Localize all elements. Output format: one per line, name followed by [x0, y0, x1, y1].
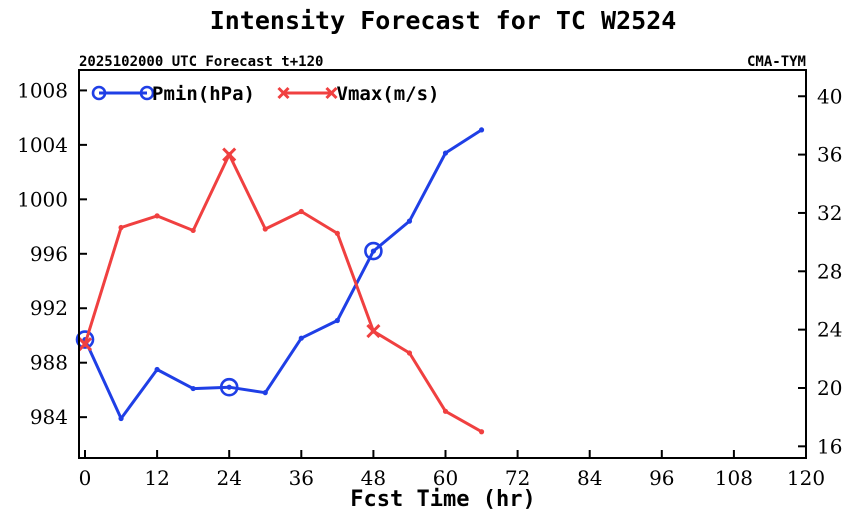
pmin-hpa-point-60: [442, 150, 449, 156]
y-right-tick-label-40: 40: [817, 84, 842, 108]
vmax-m-s-point-18: [190, 227, 196, 234]
x-tick-label-108: 108: [715, 466, 753, 490]
legend-vmax-m-s-marker-0: [277, 86, 290, 100]
y-left-tick-label-988: 988: [30, 351, 68, 375]
vmax-m-s-marker-48: [366, 324, 381, 339]
pmin-hpa-line: [83, 128, 483, 420]
y-left-tick-label-1000: 1000: [17, 187, 68, 211]
x-tick-label-48: 48: [361, 466, 386, 490]
x-tick-label-60: 60: [433, 466, 458, 490]
pmin-hpa-point-36: [298, 335, 304, 341]
legend-pmin-hpa-marker-0: [91, 85, 107, 101]
pmin-hpa-point-6: [118, 415, 124, 422]
legend-vmax-m-s-label: Vmax(m/s): [337, 83, 440, 105]
chart-subtitle-right: CMA-TYM: [747, 54, 806, 70]
vmax-m-s-point-54: [406, 350, 413, 356]
legend-pmin-hpa-label: Pmin(hPa): [152, 83, 255, 105]
x-tick-label-84: 84: [577, 466, 602, 490]
legend-vmax-m-s-marker-1: [325, 86, 338, 100]
x-tick-label-120: 120: [787, 466, 825, 490]
legend: Pmin(hPa) Vmax(m/s): [91, 83, 440, 105]
plot-frame: [78, 69, 807, 459]
vmax-m-s-point-36: [298, 208, 304, 215]
vmax-m-s-point-60: [442, 408, 449, 414]
chart-subtitle-left: 2025102000 UTC Forecast t+120: [79, 54, 323, 70]
pmin-hpa-point-18: [190, 385, 196, 392]
y-right-tick-label-36: 36: [817, 143, 842, 167]
pmin-hpa-point-54: [406, 218, 413, 224]
y-right-tick-label-32: 32: [817, 201, 842, 225]
y-left-tick-label-1004: 1004: [17, 133, 68, 157]
pmin-hpa-marker-48: [364, 241, 383, 261]
legend-pmin-hpa-marker-1: [139, 85, 155, 101]
x-tick-label-96: 96: [649, 466, 674, 490]
pmin-hpa-marker-24: [219, 377, 239, 397]
pmin-hpa-point-66: [478, 127, 485, 133]
x-tick-label-36: 36: [289, 466, 314, 490]
vmax-m-s-point-30: [262, 226, 268, 232]
pmin-hpa-point-30: [262, 390, 268, 396]
vmax-m-s-marker-24: [222, 147, 237, 162]
y-left-tick-label-992: 992: [30, 296, 68, 320]
pmin-hpa-point-12: [154, 366, 160, 373]
y-left-tick-label-984: 984: [30, 405, 68, 429]
pmin-hpa-point-42: [334, 317, 340, 324]
pmin-hpa-marker-0: [75, 330, 95, 349]
y-right-tick-label-28: 28: [817, 259, 842, 283]
x-tick-label-24: 24: [216, 466, 241, 490]
y-left-tick-label-996: 996: [30, 242, 68, 266]
pmin-hpa-point-24: [226, 384, 232, 390]
y-right-tick-label-16: 16: [817, 434, 842, 458]
vmax-m-s-line: [83, 153, 483, 434]
y-left-tick-label-1008: 1008: [17, 78, 68, 102]
x-axis-label: Fcst Time (hr): [350, 487, 535, 512]
vmax-m-s-point-12: [154, 213, 160, 219]
vmax-m-s-marker-0: [77, 337, 93, 352]
pmin-hpa-point-48: [370, 248, 377, 254]
vmax-m-s-point-6: [118, 224, 124, 231]
chart-title: Intensity Forecast for TC W2524: [210, 6, 677, 35]
x-tick-label-0: 0: [79, 466, 92, 490]
x-tick-label-12: 12: [144, 466, 169, 490]
y-right-tick-label-24: 24: [817, 318, 842, 342]
series-lines: [75, 127, 485, 435]
y-right-tick-label-20: 20: [817, 376, 842, 400]
vmax-m-s-point-42: [334, 230, 340, 236]
x-tick-label-72: 72: [505, 466, 530, 490]
axis-ticks: 0 12 24 36 48 60 72 84 96 108 120 984 988 992 996 1000 1…: [17, 78, 842, 490]
vmax-m-s-point-66: [478, 429, 485, 435]
